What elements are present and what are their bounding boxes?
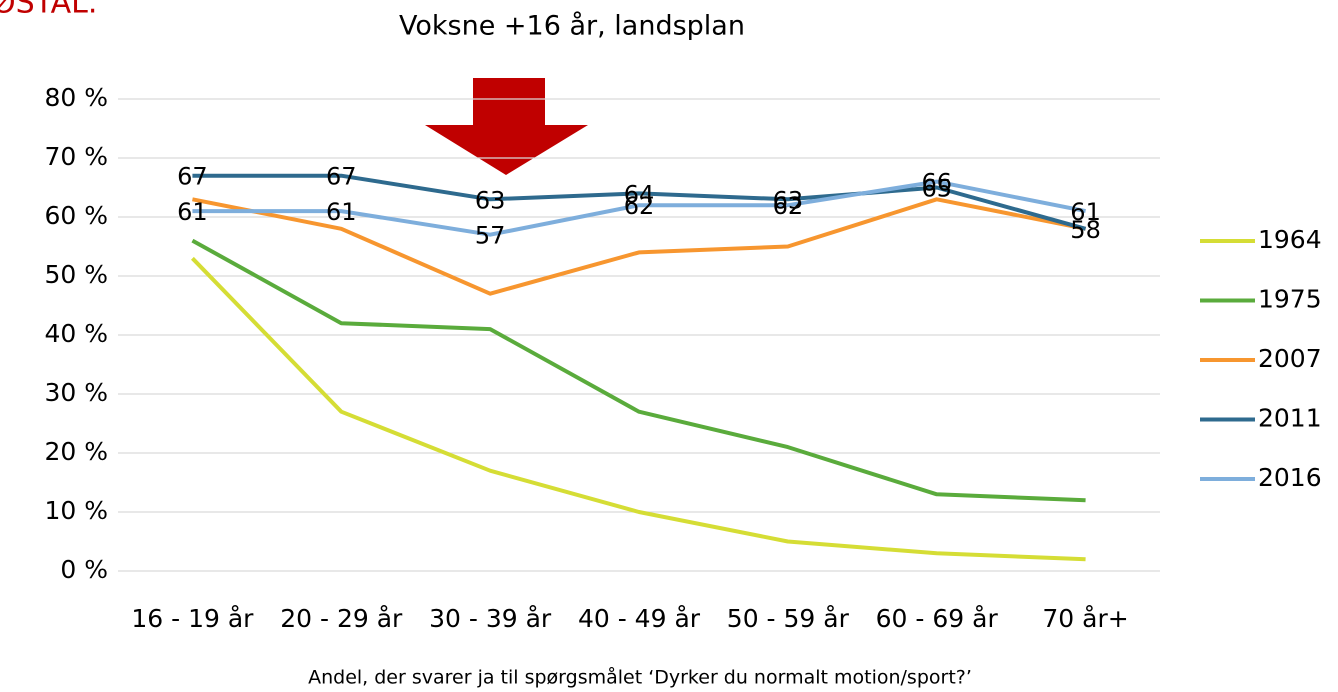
legend-label: 1975 <box>1258 285 1322 314</box>
x-tick-label: 60 - 69 år <box>876 604 999 633</box>
y-tick-label: 10 % <box>44 496 108 525</box>
x-tick-label: 20 - 29 år <box>280 604 403 633</box>
data-label: 58 <box>1070 216 1101 244</box>
data-label: 63 <box>475 186 506 214</box>
y-tick-label: 40 % <box>44 319 108 348</box>
data-label: 61 <box>177 198 208 226</box>
y-tick-label: 80 % <box>44 83 108 112</box>
chart-title: Voksne +16 år, landsplan <box>399 11 745 42</box>
data-label: 67 <box>326 163 357 191</box>
x-tick-label: 40 - 49 år <box>578 604 701 633</box>
x-tick-label: 70 år+ <box>1042 604 1128 633</box>
x-tick-label: 30 - 39 år <box>429 604 552 633</box>
legend-label: 2007 <box>1258 344 1322 373</box>
data-label: 67 <box>177 163 208 191</box>
data-label: 65 <box>921 175 952 203</box>
data-label: 62 <box>624 192 655 220</box>
y-tick-label: 30 % <box>44 378 108 407</box>
x-tick-label: 50 - 59 år <box>727 604 850 633</box>
series-line <box>192 179 1086 237</box>
data-label: 61 <box>326 198 357 226</box>
data-label: 63 <box>773 186 804 214</box>
data-label: 61 <box>1070 198 1101 226</box>
y-tick-label: 60 % <box>44 201 108 230</box>
data-label: 57 <box>475 222 506 250</box>
legend-label: 2016 <box>1258 463 1322 492</box>
x-tick-label: 16 - 19 år <box>131 604 254 633</box>
arrow <box>425 78 588 175</box>
data-label: 62 <box>773 192 804 220</box>
x-axis-label: Andel, der svarer ja til spørgsmålet ‘Dy… <box>308 666 972 689</box>
y-tick-label: 50 % <box>44 260 108 289</box>
legend-label: 2011 <box>1258 404 1322 433</box>
series-line <box>192 197 1086 296</box>
legend-label: 1964 <box>1258 225 1322 254</box>
y-tick-label: 20 % <box>44 437 108 466</box>
series-line <box>192 173 1087 231</box>
data-label: 64 <box>624 180 655 208</box>
header-title: ØSTAL. <box>0 0 97 21</box>
data-label: 66 <box>921 169 952 197</box>
series-line <box>191 238 1086 503</box>
y-tick-label: 70 % <box>44 142 108 171</box>
series-line <box>190 256 1086 562</box>
y-tick-label: 0 % <box>60 555 108 584</box>
